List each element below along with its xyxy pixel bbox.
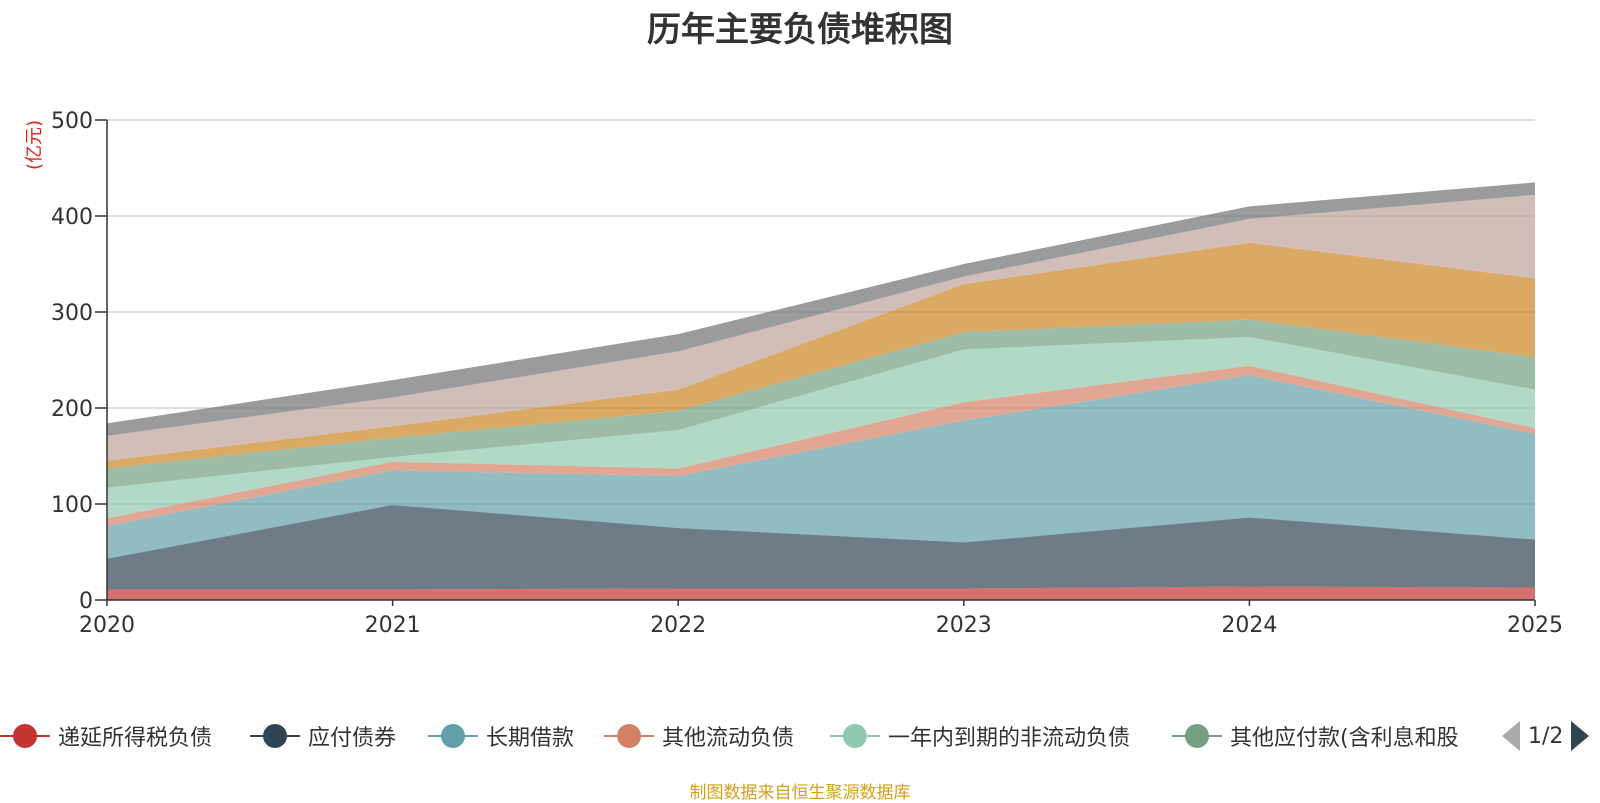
area-series-其他[interactable] <box>107 182 1535 436</box>
legend-item-bonds-payable[interactable]: 应付债券 <box>250 716 396 756</box>
area-series-应付账款[interactable] <box>107 242 1535 469</box>
y-tick-label: 0 <box>79 589 93 614</box>
x-tick-label: 2022 <box>650 613 706 638</box>
legend-label: 递延所得税负债 <box>58 726 213 751</box>
legend-marker-icon <box>604 723 654 749</box>
area-series-应付债券[interactable] <box>107 504 1535 590</box>
legend-label: 其他流动负债 <box>662 726 795 751</box>
legend-marker-icon <box>0 723 50 749</box>
legend-label: 应付债券 <box>308 726 397 751</box>
legend-marker-icon <box>1172 723 1222 749</box>
y-tick-label: 200 <box>51 397 93 422</box>
legend-marker-icon <box>830 723 880 749</box>
area-series-其他流动负债[interactable] <box>107 365 1535 527</box>
stacked-area-chart: 0 100 200 300 400 500 2020 2021 2022 2023 2024 2025… <box>24 109 1563 638</box>
pager-prev-icon[interactable] <box>1502 721 1520 751</box>
area-series-合同负债[interactable] <box>107 194 1535 461</box>
x-tick-label: 2021 <box>365 613 421 638</box>
legend-item-other-current-liabilities[interactable]: 其他流动负债 <box>604 716 794 756</box>
area-series-一年内到期的非流动负债[interactable] <box>107 336 1535 519</box>
legend-label: 一年内到期的非流动负债 <box>888 726 1131 751</box>
pager-page-indicator: 1/2 <box>1528 723 1564 749</box>
area-series <box>107 182 1535 600</box>
source-note: 制图数据来自恒生聚源数据库 <box>689 783 911 803</box>
legend-item-deferred-tax[interactable]: 递延所得税负债 <box>0 716 212 756</box>
x-tick-label: 2024 <box>1221 613 1277 638</box>
y-axis-unit-label: (亿元) <box>24 120 45 170</box>
area-series-长期借款[interactable] <box>107 375 1535 559</box>
y-tick-label: 300 <box>51 301 93 326</box>
legend-item-current-portion-noncurrent[interactable]: 一年内到期的非流动负债 <box>830 716 1130 756</box>
y-tick-label: 100 <box>51 493 93 518</box>
legend-marker-icon <box>428 723 478 749</box>
axis-labels: 0 100 200 300 400 500 2020 2021 2022 2023 2024 2025… <box>24 109 1563 638</box>
legend: 递延所得税负债 应付债券 长期借款 其他流动负债 一年内到期的非流动负债 其他应… <box>0 716 1600 756</box>
y-tick-label: 500 <box>51 109 93 134</box>
x-tick-label: 2020 <box>79 613 135 638</box>
legend-marker-icon <box>250 723 300 749</box>
pager-next-icon[interactable] <box>1571 721 1590 751</box>
legend-label: 其他应付款(含利息和股 <box>1230 726 1459 751</box>
area-series-递延所得税负债[interactable] <box>107 586 1535 600</box>
legend-item-other-payables[interactable]: 其他应付款(含利息和股 <box>1172 716 1459 756</box>
x-tick-label: 2023 <box>936 613 992 638</box>
axes <box>95 119 1536 606</box>
legend-item-long-term-loans[interactable]: 长期借款 <box>428 716 574 756</box>
y-tick-label: 400 <box>51 205 93 230</box>
area-series-其他应付款(含利息和股利)[interactable] <box>107 319 1535 488</box>
legend-pager: 1/2 <box>1500 716 1600 756</box>
x-tick-label: 2025 <box>1507 613 1563 638</box>
chart-title: 历年主要负债堆积图 <box>647 10 953 50</box>
legend-label: 长期借款 <box>486 726 575 751</box>
